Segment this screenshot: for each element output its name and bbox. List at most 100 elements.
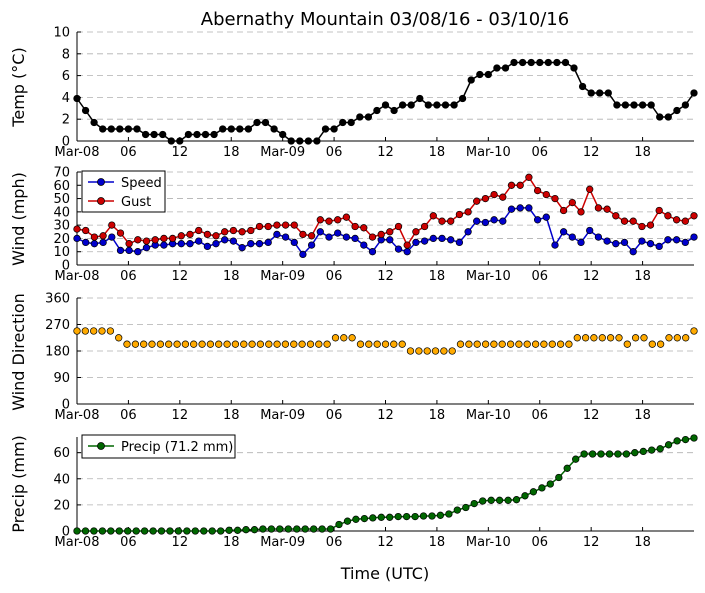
speed-point [238,244,246,252]
yticks-wind-direction: 0 90 180 270 360 [45,292,81,413]
wind-direction-point [415,347,423,355]
temp-point [270,125,278,133]
precip-71-2-mm-point [217,527,225,535]
gust-point [342,213,351,221]
xticks-temperature: Mar-08 06 12 18 Mar-09 06 12 18 Mar-10 06 12 18 [55,137,651,160]
legend-precip: Precip (71.2 mm) [81,434,236,459]
wind-direction-point [306,340,315,348]
precip-71-2-mm-point [301,525,309,533]
temp-point [510,58,518,67]
gust-point [377,230,385,239]
gust-point [499,193,507,201]
wind-direction-point [573,334,581,342]
gust-point [299,230,307,239]
temp-point [398,101,407,109]
temp-point [81,106,90,115]
wind-direction-point [481,340,490,348]
wind-direction-point [206,340,215,348]
speed-point [177,240,185,248]
precip-71-2-mm-point [462,503,470,512]
temp-point [561,58,570,67]
gust-point [612,212,620,220]
gust-point [90,233,99,241]
precip-71-2-mm-point [512,496,521,504]
speed-point [672,236,681,244]
wind-direction-point [123,340,131,348]
y-tick-label: 50 [53,192,70,207]
temp-point [493,64,501,72]
gust-point [360,224,368,232]
speed-point [82,238,90,247]
wind-direction-point [523,340,531,348]
wind-direction-point [331,334,340,342]
temp-point [630,101,638,109]
temp-point [416,94,424,103]
panel-temperature: 0 2 4 6 8 10 Mar-08 06 12 18 Mar-09 06 12 18 Mar-10 06… [9,26,698,160]
wind-direction-point [215,340,223,348]
temp-point [219,125,227,133]
temp-point [133,125,141,133]
precip-71-2-mm-point [690,434,698,442]
y-tick-label: 40 [53,205,70,220]
temp-point [527,58,535,67]
y-tick-label: 10 [53,26,70,41]
temp-point [364,113,373,121]
speed-point [455,238,464,247]
wind-direction-point [356,340,365,348]
speed-point [438,234,446,243]
gust-point [229,226,238,235]
temp-point [193,130,201,139]
temp-point [613,101,621,109]
gust-point [195,226,203,235]
y-tick-label: 0 [62,135,70,150]
x-tick-label: Mar-09 [260,408,305,423]
temp-point [484,70,492,79]
precip-71-2-mm-point [149,527,157,535]
precip-71-2-mm-point [428,512,436,520]
y-tick-label: 20 [53,498,70,513]
gust-point [664,212,672,220]
gust-point [464,208,472,216]
gust-point [108,221,116,229]
wind-direction-point [690,327,698,335]
wind-direction-point [606,334,615,342]
temp-point [587,89,595,97]
x-tick-label: 12 [583,145,600,160]
gust-point [681,217,689,225]
temp-point [287,137,295,145]
gust-point [316,216,324,224]
temp-point [407,101,415,109]
gust-point [307,232,316,240]
speed-point [586,226,594,235]
temp-point [279,130,287,139]
gust-point [73,225,81,233]
gust-point [586,185,594,193]
ylabel-temperature: Temp (°C) [9,47,28,127]
precip-71-2-mm-point [521,492,529,500]
gust-point [507,181,516,189]
gust-point [290,221,298,229]
wind-direction-point [448,347,456,355]
speed-point [664,236,672,244]
precip-71-2-mm-point [504,496,512,504]
precip-71-2-mm-point [605,450,614,458]
legend-box-wind [81,170,166,213]
x-tick-label: 12 [377,408,394,423]
wind-direction-point [406,347,415,355]
precip-71-2-mm-point [402,512,411,521]
x-tick-label: Mar-10 [466,535,511,550]
temp-point [544,58,552,67]
x-tick-label: 06 [120,535,137,550]
x-tick-label: 06 [326,269,343,284]
precip-71-2-mm-point [73,527,81,535]
wind-direction-point [173,340,181,348]
speed-point [160,241,168,249]
temp-point [664,113,672,121]
series-precip [73,434,698,535]
gust-point [281,221,290,229]
speed-point [507,205,516,213]
temp-point [373,106,381,115]
precip-71-2-mm-point [132,527,140,535]
wind-direction-point [265,340,273,348]
speed-point [464,228,472,236]
